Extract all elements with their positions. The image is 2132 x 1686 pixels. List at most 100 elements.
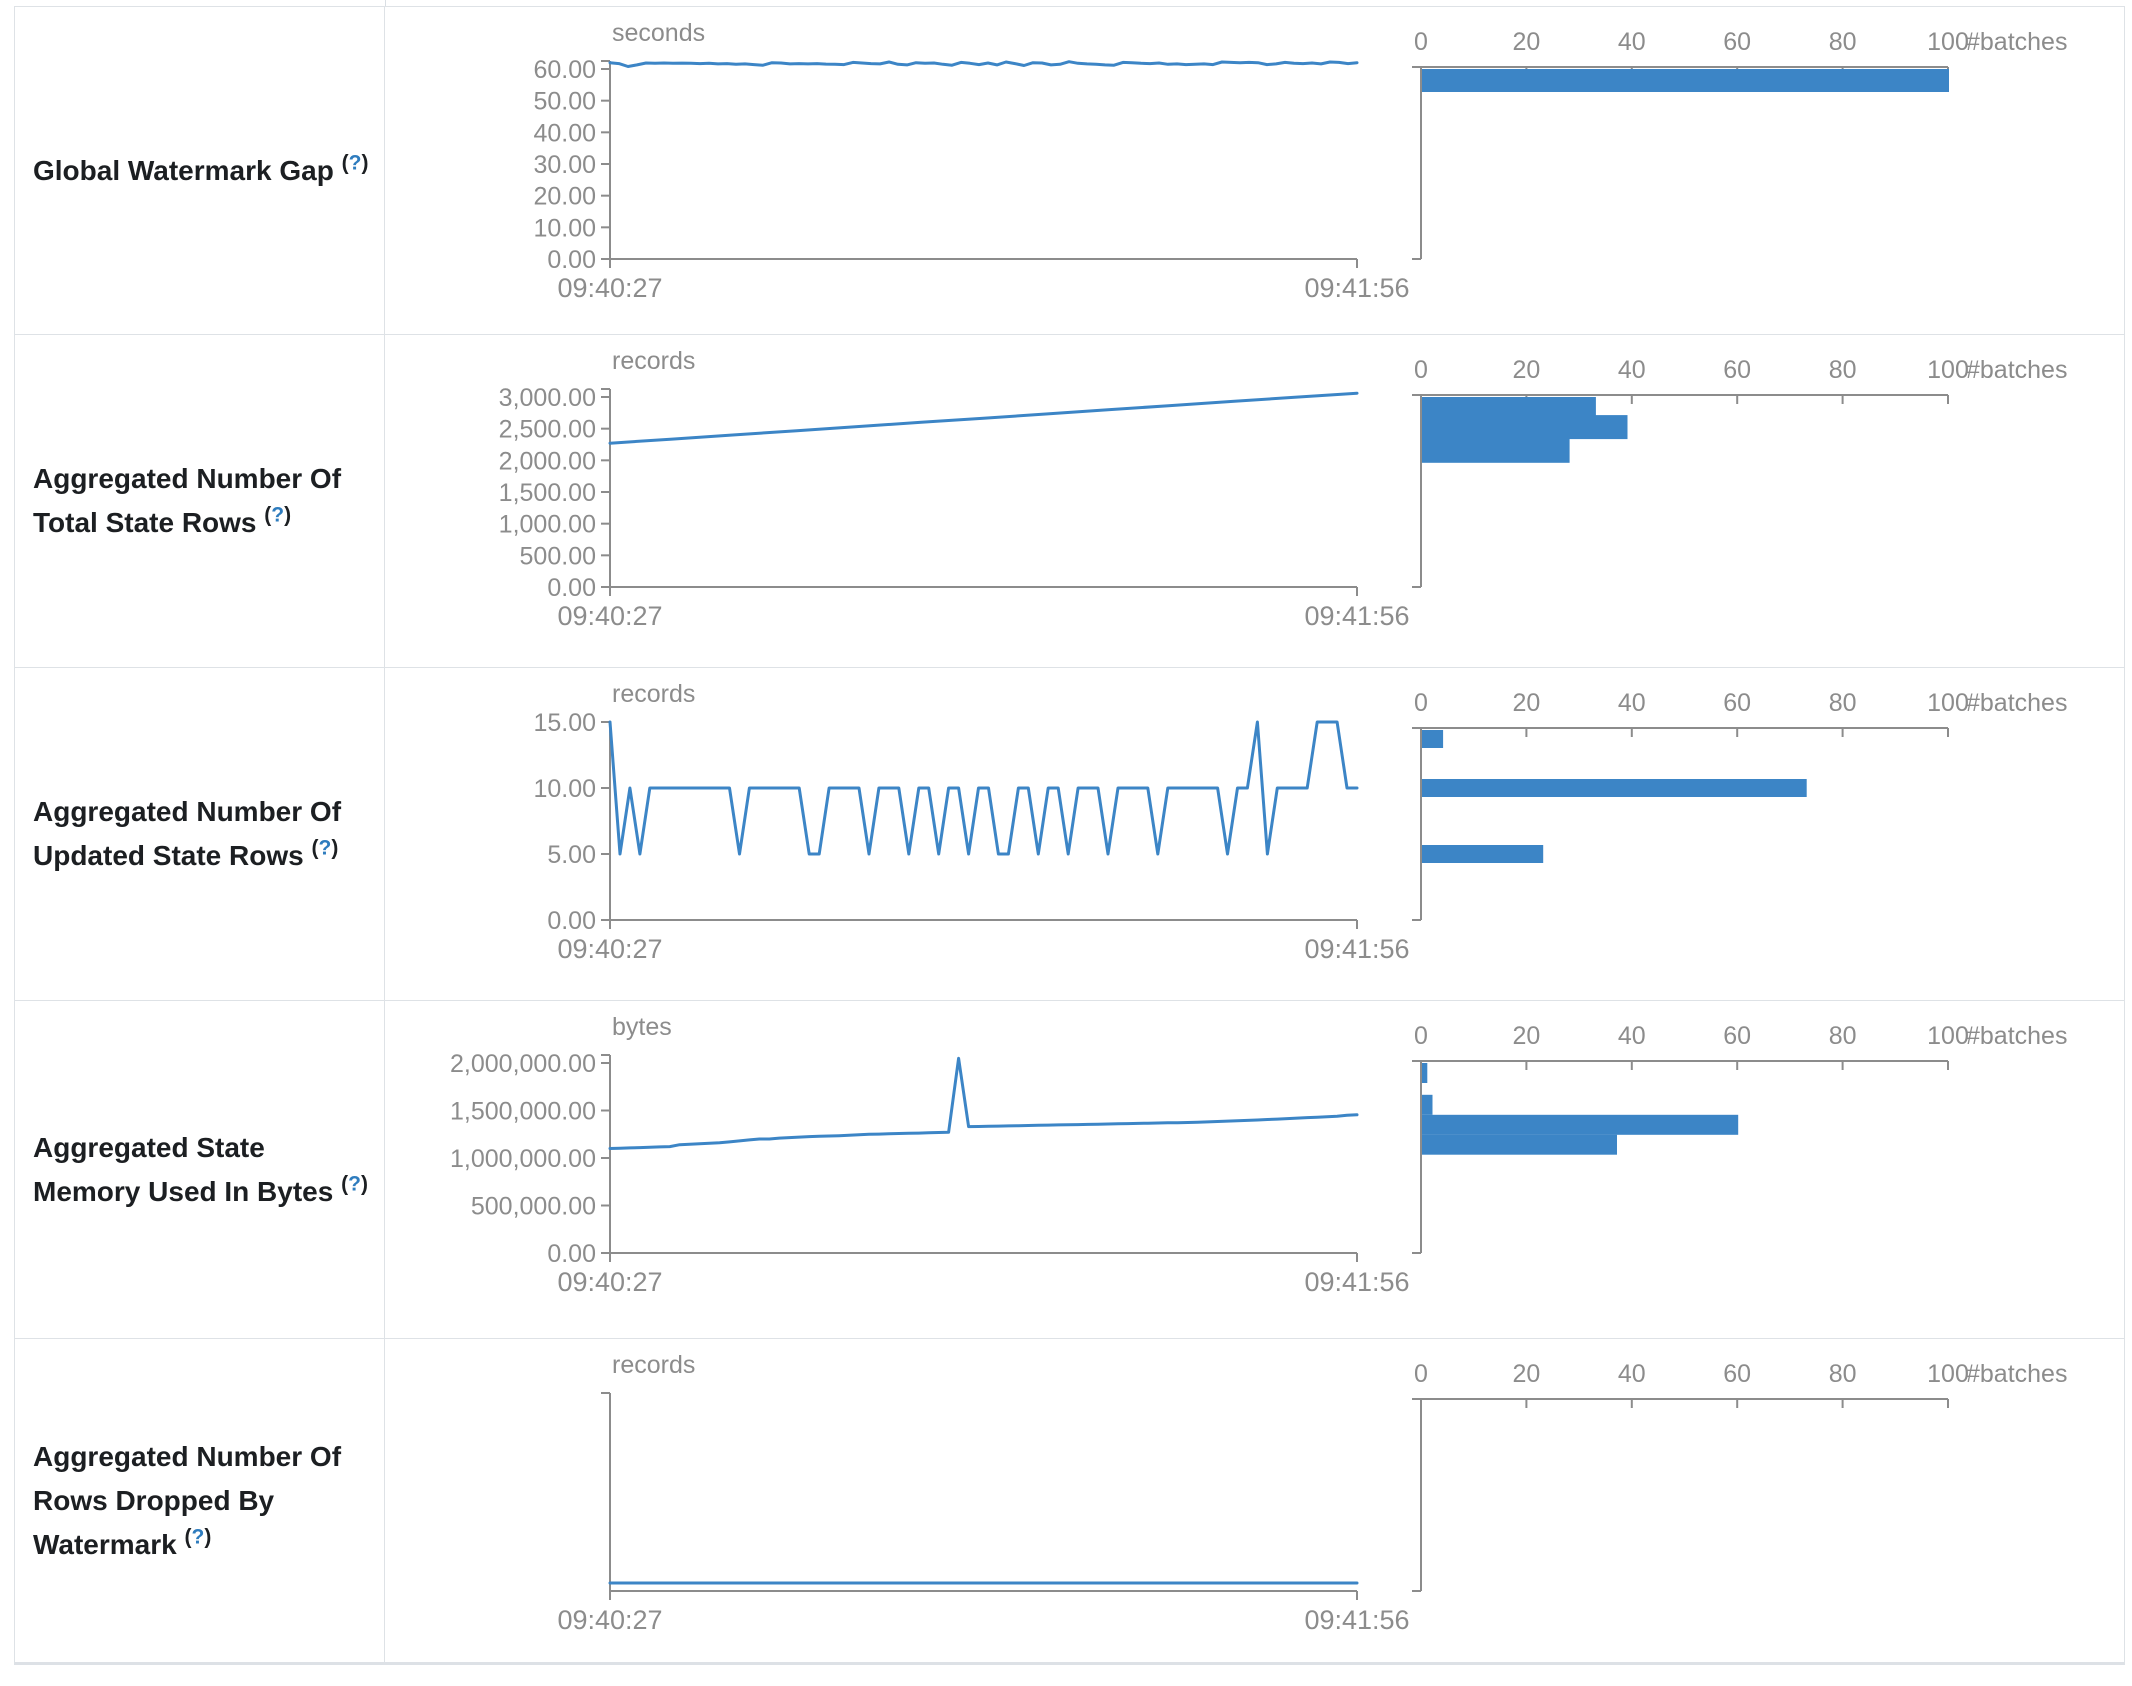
metric-label-cell: Aggregated Number Of Updated State Rows …	[15, 668, 385, 1000]
metric-label-cell: Aggregated Number Of Rows Dropped By Wat…	[15, 1339, 385, 1662]
help-paren-open: (	[341, 151, 349, 175]
timeline-y-tick-label: 60.00	[533, 56, 596, 84]
histogram-x-tick-label: 80	[1829, 28, 1857, 56]
timeline-and-histogram-svg: records 0.00 500.00 1,000.00 1,500.00 2,000.0…	[499, 347, 2068, 631]
help-paren-close: )	[360, 1172, 368, 1196]
metric-label: Aggregated Number Of Rows Dropped By Wat…	[33, 1435, 371, 1567]
metric-charts-cell: seconds 0.00 10.00 20.00 30.00 40.00 50.00 60.0…	[385, 7, 2124, 334]
timeline-y-tick-label: 20.00	[533, 183, 596, 211]
histogram-x-tick-label: 80	[1829, 1022, 1857, 1050]
time-start-label: 09:40:27	[557, 1605, 662, 1635]
batches-axis-label: #batches	[1966, 689, 2067, 717]
time-start-label: 09:40:27	[557, 934, 662, 964]
timeline-unit-label: records	[612, 1351, 695, 1379]
histogram-x-tick-label: 40	[1618, 28, 1646, 56]
timeline-y-tick-label: 15.00	[533, 709, 596, 737]
timeline-y-tick-label: 0.00	[547, 907, 596, 935]
histogram-x-tick-label: 20	[1512, 1022, 1540, 1050]
histogram-bar	[1422, 845, 1544, 863]
help-tooltip-link[interactable]: (?)	[311, 837, 338, 860]
metric-label: Global Watermark Gap (?)	[33, 149, 371, 193]
help-paren-open: (	[341, 1172, 349, 1196]
timeline-y-tick-label: 30.00	[533, 151, 596, 179]
metric-label-text: Aggregated Number Of Updated State Rows	[33, 796, 342, 871]
metric-label: Aggregated Number Of Total State Rows (?…	[33, 457, 371, 545]
metric-charts-cell: records 0.00 500.00 1,000.00 1,500.00 2,000.0…	[385, 335, 2124, 667]
timeline-y-tick-label: 1,500,000.00	[450, 1098, 596, 1126]
timeline-y-tick-label: 1,000,000.00	[450, 1145, 596, 1173]
timeline-y-tick-label: 0.00	[547, 246, 596, 274]
histogram-x-tick-label: 40	[1618, 1360, 1646, 1388]
timeline-unit-label: records	[612, 680, 695, 708]
histogram-x-tick-label: 60	[1723, 1022, 1751, 1050]
timeline-y-tick-label: 1,500.00	[499, 479, 596, 507]
time-end-label: 09:41:56	[1304, 934, 1409, 964]
timeline-plot: records 0.00 500.00 1,000.00 1,500.00 2,000.0…	[499, 347, 1410, 631]
time-start-label: 09:40:27	[557, 1267, 662, 1297]
histogram-x-tick-label: 80	[1829, 356, 1857, 384]
metric-label: Aggregated State Memory Used In Bytes (?…	[33, 1126, 371, 1214]
time-end-label: 09:41:56	[1304, 1267, 1409, 1297]
help-question-mark[interactable]: ?	[318, 836, 332, 860]
metric-label-text: Global Watermark Gap	[33, 154, 342, 186]
timeline-y-tick-label: 2,000.00	[499, 447, 596, 475]
histogram-x-tick-label: 0	[1414, 689, 1428, 717]
help-paren-close: )	[204, 1525, 212, 1549]
histogram-x-tick-label: 80	[1829, 1360, 1857, 1388]
metric-label-cell: Aggregated State Memory Used In Bytes (?…	[15, 1001, 385, 1338]
help-paren-open: (	[264, 503, 272, 527]
histogram-x-tick-label: 0	[1414, 1360, 1428, 1388]
metric-charts-cell: records 09:40:27 09:41:56 0 20 40 60 80 100 #batc…	[385, 1339, 2124, 1662]
metric-row: Global Watermark Gap (?) seconds 0.00 10.00…	[15, 7, 2124, 334]
time-end-label: 09:41:56	[1304, 1605, 1409, 1635]
histogram-bar	[1422, 69, 1949, 92]
metric-label-text: Aggregated Number Of Rows Dropped By Wat…	[33, 1440, 342, 1560]
time-end-label: 09:41:56	[1304, 273, 1409, 303]
timeline-y-tick-label: 40.00	[533, 119, 596, 147]
metric-row: Aggregated Number Of Updated State Rows …	[15, 667, 2124, 1000]
histogram-x-tick-label: 60	[1723, 28, 1751, 56]
histogram-x-tick-label: 40	[1618, 689, 1646, 717]
timeline-line	[608, 60, 1359, 68]
histogram-x-tick-label: 60	[1723, 356, 1751, 384]
help-paren-close: )	[361, 151, 369, 175]
histogram-x-tick-label: 20	[1512, 28, 1540, 56]
help-question-mark[interactable]: ?	[191, 1525, 205, 1549]
timeline-and-histogram-svg: seconds 0.00 10.00 20.00 30.00 40.00 50.00 60.0…	[533, 19, 2067, 303]
help-tooltip-link[interactable]: (?)	[264, 504, 291, 527]
histogram-x-tick-label: 0	[1414, 28, 1428, 56]
help-question-mark[interactable]: ?	[271, 503, 285, 527]
histogram-x-tick-label: 100	[1927, 356, 1969, 384]
metric-charts-cell: bytes 0.00 500,000.00 1,000,000.00 1,500,000…	[385, 1001, 2124, 1338]
metric-charts-cell: records 0.00 5.00 10.00 15.00 09:40:27 09:41:5…	[385, 668, 2124, 1000]
help-question-mark[interactable]: ?	[348, 151, 362, 175]
timeline-plot: seconds 0.00 10.00 20.00 30.00 40.00 50.00 60.0…	[533, 19, 1409, 303]
histogram-plot: 0 20 40 60 80 100#batches	[1412, 1360, 2067, 1592]
histogram-x-tick-label: 0	[1414, 1022, 1428, 1050]
help-paren-open: (	[311, 836, 319, 860]
batches-axis-label: #batches	[1966, 356, 2067, 384]
help-question-mark[interactable]: ?	[348, 1172, 361, 1196]
timeline-and-histogram-svg: bytes 0.00 500,000.00 1,000,000.00 1,500,000…	[450, 1013, 2067, 1297]
histogram-x-tick-label: 100	[1927, 1360, 1969, 1388]
histogram-bar	[1422, 1134, 1617, 1155]
timeline-plot: bytes 0.00 500,000.00 1,000,000.00 1,500,000…	[450, 1013, 1410, 1297]
timeline-line	[608, 391, 1359, 445]
timeline-y-tick-label: 0.00	[547, 1240, 596, 1268]
histogram-x-tick-label: 20	[1512, 1360, 1540, 1388]
help-paren-open: (	[184, 1525, 192, 1549]
histogram-x-tick-label: 20	[1512, 356, 1540, 384]
timeline-y-tick-label: 0.00	[547, 574, 596, 602]
histogram-x-tick-label: 40	[1618, 1022, 1646, 1050]
histogram-plot: 0 20 40 60 80 100#batches	[1412, 689, 2067, 921]
metric-label-cell: Aggregated Number Of Total State Rows (?…	[15, 335, 385, 667]
timeline-y-tick-label: 2,500.00	[499, 416, 596, 444]
help-tooltip-link[interactable]: (?)	[342, 151, 369, 174]
help-tooltip-link[interactable]: (?)	[184, 1525, 211, 1548]
timeline-line	[608, 1056, 1359, 1150]
previous-row-column-border	[385, 0, 386, 6]
timeline-y-tick-label: 10.00	[533, 775, 596, 803]
help-tooltip-link[interactable]: (?)	[341, 1172, 368, 1195]
metric-label-text: Aggregated Number Of Total State Rows	[33, 463, 342, 538]
metric-row: Aggregated Number Of Rows Dropped By Wat…	[15, 1338, 2124, 1662]
